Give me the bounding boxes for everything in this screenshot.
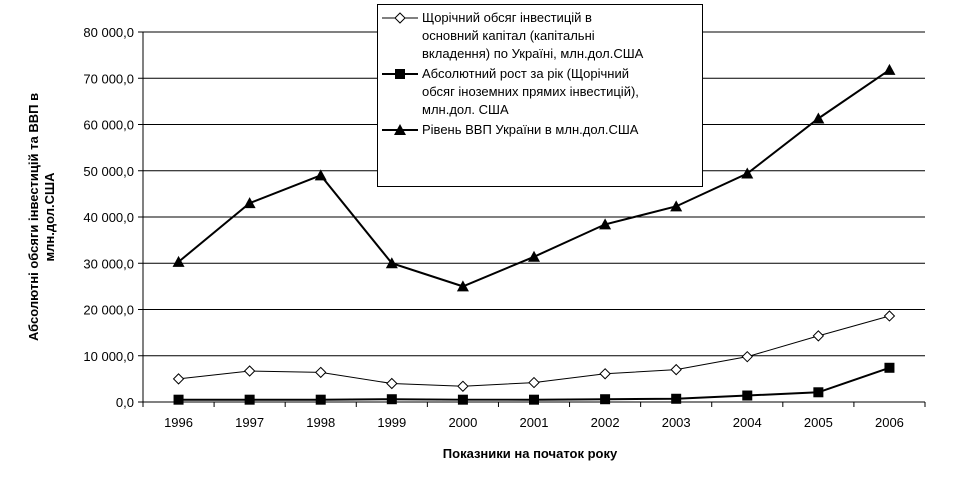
y-tick-label: 40 000,0 bbox=[83, 210, 134, 225]
data-point bbox=[600, 394, 611, 405]
data-point bbox=[812, 330, 825, 342]
legend-entry-3: Рівень ВВП України в млн.дол.США bbox=[378, 121, 702, 139]
data-point bbox=[457, 380, 469, 392]
y-tick-label: 0,0 bbox=[116, 395, 134, 410]
data-point bbox=[315, 394, 326, 405]
data-point bbox=[812, 112, 825, 124]
legend-marker bbox=[382, 12, 418, 24]
y-axis-title: Абсолютні обсяги інвестицій та ВВП вмлн.… bbox=[26, 93, 57, 341]
data-point bbox=[742, 390, 753, 401]
data-point bbox=[172, 373, 185, 385]
data-point bbox=[315, 366, 327, 379]
legend-label: Абсолютний рост за рік (Щорічний обсяг і… bbox=[422, 66, 639, 117]
data-point bbox=[529, 394, 539, 405]
data-point bbox=[883, 63, 896, 75]
data-point bbox=[385, 257, 398, 269]
data-point bbox=[670, 200, 683, 212]
data-point bbox=[741, 167, 754, 179]
y-axis-ticks: 0,0 10 000,0 20 000,0 30 000,0 40 000,0 50 00… bbox=[83, 25, 143, 410]
series-3 bbox=[172, 63, 896, 292]
x-tick-label: 2000 bbox=[448, 415, 477, 430]
data-point bbox=[243, 197, 256, 209]
legend-marker-symbol bbox=[394, 124, 406, 135]
series-layer bbox=[172, 63, 896, 405]
data-point bbox=[671, 393, 682, 404]
x-axis-title: Показники на початок року bbox=[443, 446, 618, 461]
data-point bbox=[244, 394, 255, 405]
data-point bbox=[456, 280, 469, 292]
series-line bbox=[178, 315, 890, 387]
data-point bbox=[386, 394, 397, 405]
x-tick-label: 1998 bbox=[306, 415, 335, 430]
data-point bbox=[528, 250, 540, 262]
y-tick-label: 70 000,0 bbox=[83, 71, 134, 86]
legend-marker-symbol bbox=[394, 12, 406, 24]
x-axis-ticks: 1996 1997 1998 1999 2000 2001 2002 2003 2004 2005… bbox=[142, 402, 926, 430]
legend-marker-symbol bbox=[395, 69, 405, 79]
y-tick-label: 80 000,0 bbox=[83, 25, 134, 40]
x-tick-label: 1996 bbox=[164, 415, 193, 430]
data-point bbox=[884, 362, 895, 373]
data-point bbox=[670, 363, 682, 376]
legend-entry-1: Щорічний обсяг інвестицій в основний кап… bbox=[378, 9, 702, 63]
x-tick-label: 2001 bbox=[520, 415, 549, 430]
data-point bbox=[457, 394, 468, 405]
y-tick-label: 20 000,0 bbox=[83, 303, 134, 318]
x-tick-label: 2004 bbox=[733, 415, 762, 430]
legend-marker bbox=[382, 124, 418, 135]
data-point bbox=[599, 368, 611, 380]
data-point bbox=[741, 350, 753, 363]
y-tick-label: 60 000,0 bbox=[83, 118, 134, 133]
x-tick-label: 1997 bbox=[235, 415, 264, 430]
x-tick-label: 2006 bbox=[875, 415, 904, 430]
legend: Щорічний обсяг інвестицій в основний кап… bbox=[377, 4, 703, 187]
legend-label: Щорічний обсяг інвестицій в основний кап… bbox=[422, 10, 644, 61]
y-tick-label: 30 000,0 bbox=[83, 256, 134, 271]
x-tick-label: 2002 bbox=[591, 415, 620, 430]
x-tick-label: 1999 bbox=[377, 415, 406, 430]
x-tick-label: 2005 bbox=[804, 415, 833, 430]
data-point bbox=[813, 387, 824, 398]
data-point bbox=[173, 394, 184, 405]
legend-label: Рівень ВВП України в млн.дол.США bbox=[422, 122, 639, 137]
data-point bbox=[599, 218, 612, 230]
x-tick-label: 2003 bbox=[662, 415, 691, 430]
legend-entry-2: Абсолютний рост за рік (Щорічний обсяг і… bbox=[378, 65, 702, 119]
data-point bbox=[386, 377, 398, 390]
legend-marker bbox=[382, 69, 418, 79]
series-2 bbox=[173, 362, 895, 405]
data-point bbox=[243, 365, 256, 377]
y-tick-label: 50 000,0 bbox=[83, 164, 134, 179]
data-point bbox=[172, 255, 185, 267]
data-point bbox=[314, 169, 327, 181]
series-1 bbox=[172, 310, 896, 392]
data-point bbox=[883, 310, 896, 322]
data-point bbox=[528, 376, 540, 389]
y-tick-label: 10 000,0 bbox=[83, 349, 134, 364]
